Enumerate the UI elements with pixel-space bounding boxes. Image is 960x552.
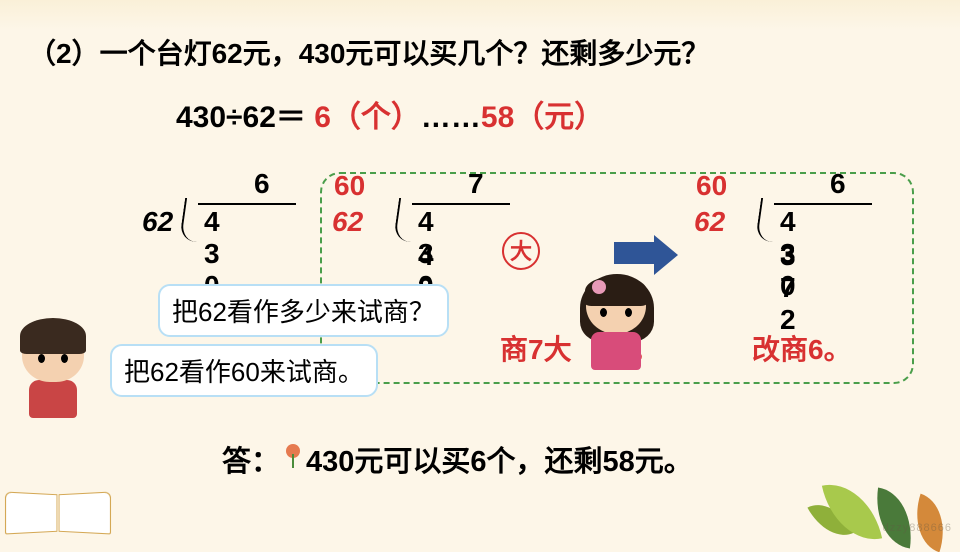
div2-estimate: 60 [334,170,365,202]
equation-remainder: 58（元） [481,101,604,134]
div1-bar [198,203,296,205]
div3-quotient: 6 [830,168,846,200]
arrow-icon [614,242,678,275]
gradient-decoration [0,0,960,30]
div3-bar [774,203,872,205]
caption-big-text: 商7大 [500,334,572,365]
caption-change-quotient: 改商6。 [752,328,852,368]
div2-divisor: 62 [332,206,363,238]
speech-bubble-question: 把62看作多少来试商？ [158,284,449,337]
div3-divisor: 62 [694,206,725,238]
div1-quotient: 6 [254,168,270,200]
answer-text: 430元可以买6个，还剩58元。 [306,446,693,478]
div2-bar [412,203,510,205]
div1-divisor: 62 [142,206,173,238]
boy-character-icon [22,324,84,418]
div2-big-circle: 大 [502,232,540,270]
equation-line: 430÷62＝ 6（个）……58（元） [176,92,604,136]
speech-bubble-answer: 把62看作60来试商。 [110,344,378,397]
girl-character-icon [586,278,646,370]
flower-decoration-icon [286,444,304,466]
div2-quotient: 7 [468,168,484,200]
equation-lhs: 430÷62＝ [176,101,314,134]
div3-estimate: 60 [696,170,727,202]
div3-product: 3 7 2 [780,240,806,336]
answer-prefix: 答： [222,446,280,478]
plants-decoration-icon [796,460,956,550]
question-text: （2）一个台灯62元，430元可以买几个？还剩多少元？ [28,32,709,72]
book-decoration-icon [6,493,110,538]
equation-quotient: 6（个） [314,101,421,134]
equation-dots: …… [421,101,481,134]
watermark-text: dzzy888666 [883,522,952,534]
